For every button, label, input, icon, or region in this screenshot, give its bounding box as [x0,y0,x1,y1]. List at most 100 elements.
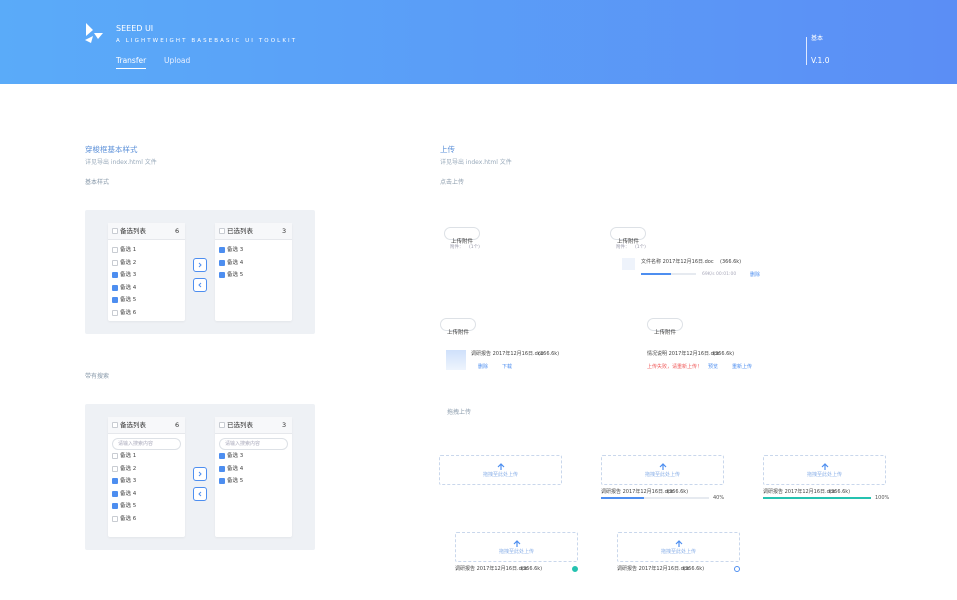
subtitle: A LIGHTWEIGHT BASEBASIC UI TOOLKIT [116,38,298,44]
file-action[interactable]: 删除 [750,272,761,278]
checkbox[interactable] [112,310,118,316]
checkbox[interactable] [219,247,225,253]
file-action[interactable]: 重新上传 [732,364,753,370]
progress-label: 100% [875,495,890,501]
section: 基本 [811,35,824,42]
button-label: 上传附件 [450,239,473,245]
drop-zone[interactable] [617,532,740,562]
file-action[interactable]: 下载 [502,364,513,370]
list-title: 已选列表 [227,421,253,429]
list-item[interactable]: 备选 4 [120,284,137,291]
checkbox[interactable] [112,422,118,428]
checkbox[interactable] [112,284,118,291]
file-size: (366.6k) [713,351,735,357]
transfer-button[interactable] [193,258,207,272]
checkbox[interactable] [112,228,118,234]
checkbox[interactable] [112,453,118,459]
list-item[interactable]: 备选 3 [120,272,137,279]
example-label: 拖拽上传 [447,409,472,416]
list-item[interactable]: 备选 3 [227,247,244,253]
transfer-list [215,417,292,537]
list-count: 3 [282,227,287,235]
transfer-button[interactable] [193,487,207,501]
upload-button[interactable]: 上传附件 [444,227,480,245]
progress-label: 40% [713,495,725,501]
file-action[interactable]: 预览 [708,364,719,370]
checkbox[interactable] [219,228,225,234]
list-item[interactable]: 备选 5 [227,478,244,485]
checkbox[interactable] [112,516,118,522]
list-header [215,223,292,240]
file-thumb [446,350,466,370]
checkbox[interactable] [112,272,118,279]
drop-zone-text: 拖拽至此处上传 [483,472,519,478]
list-item[interactable]: 备选 5 [120,503,137,510]
header: SEEED UI A LIGHTWEIGHT BASEBASIC UI TOOL… [0,0,957,84]
checkbox[interactable] [112,503,118,510]
list-item[interactable]: 备选 1 [120,247,137,253]
list-item[interactable]: 备选 6 [120,310,137,316]
list-title: 备选列表 [120,421,146,429]
section-title: 上传 [440,145,455,154]
checkbox[interactable] [219,478,225,485]
logo [85,23,103,43]
nav-tab[interactable]: Transfer [116,56,147,69]
drop-zone-text: 拖拽至此处上传 [499,549,535,555]
drop-zone[interactable] [455,532,578,562]
checkbox[interactable] [112,478,118,485]
list-item[interactable]: 备选 1 [120,453,137,459]
checkbox[interactable] [219,422,225,428]
list-item[interactable]: 备选 3 [120,478,137,485]
nav-tab[interactable]: Upload [164,56,191,65]
list-count: 6 [175,227,180,235]
checkbox[interactable] [112,259,118,266]
list-item[interactable]: 备选 5 [120,297,137,304]
list-item[interactable]: 备选 6 [120,516,137,522]
upload-hint: 附件： [450,245,464,250]
list-item[interactable]: 备选 5 [227,272,244,279]
progress-fill [641,273,671,275]
list-item[interactable]: 备选 2 [120,465,137,472]
list-item[interactable]: 备选 4 [227,259,244,266]
progress-fill [763,497,871,499]
upload-button[interactable]: 上传附件 [647,318,683,336]
drop-zone[interactable] [601,455,724,485]
transfer-button[interactable] [193,467,207,481]
checkbox[interactable] [112,247,118,253]
status-icon [734,566,740,572]
progress-track [601,497,709,499]
checkbox[interactable] [112,490,118,497]
checkbox[interactable] [112,297,118,304]
example-label: 基本样式 [85,179,110,186]
checkbox[interactable] [112,465,118,472]
file-action[interactable]: 删除 [478,364,489,370]
drop-zone[interactable] [763,455,886,485]
upload-hint: 附件： [616,245,630,250]
list-item[interactable]: 备选 4 [227,465,244,472]
list-item[interactable]: 备选 4 [120,490,137,497]
file-size: (366.6k) [667,489,689,495]
button-label: 上传附件 [653,330,676,336]
transfer-button[interactable] [193,278,207,292]
file-name: 调研报告 2017年12月16日.doc [455,566,528,572]
list-title: 备选列表 [120,227,146,235]
drop-zone[interactable] [439,455,562,485]
search-input [219,438,288,450]
checkbox[interactable] [219,259,225,266]
upload-speed: 69K/s 00:01:00 [702,272,737,277]
upload-count: (1个) [469,245,480,250]
list-item[interactable]: 备选 3 [227,453,244,459]
list-header [108,417,185,434]
search-placeholder: 请输入搜索内容 [225,441,261,447]
upload-button[interactable]: 上传附件 [440,318,476,336]
checkbox[interactable] [219,465,225,472]
list-header [215,417,292,434]
list-item[interactable]: 备选 2 [120,259,137,266]
divider [806,37,807,65]
file-name: 调研报告 2017年12月16日.doc [763,489,836,495]
checkbox[interactable] [219,453,225,459]
upload-button[interactable]: 上传附件 [610,227,646,245]
file-size: (366.6k) [829,489,851,495]
checkbox[interactable] [219,272,225,279]
file-size: (366.6k) [683,566,705,572]
